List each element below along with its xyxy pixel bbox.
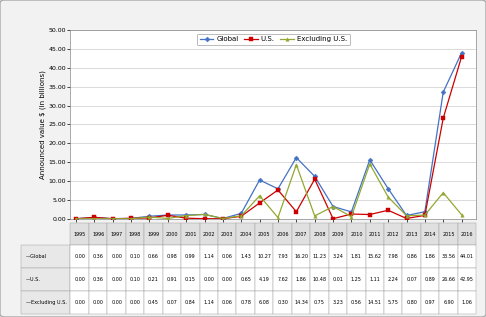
Global — [110, 217, 116, 221]
Global — [275, 187, 281, 191]
Excluding U.S. — [91, 217, 97, 221]
Excluding U.S. — [202, 212, 208, 216]
Global — [202, 212, 208, 216]
Line: Excluding U.S.: Excluding U.S. — [74, 162, 463, 220]
U.S. — [128, 217, 134, 220]
Excluding U.S. — [165, 217, 171, 220]
U.S. — [294, 210, 299, 214]
Global — [385, 187, 391, 191]
Excluding U.S. — [128, 217, 134, 221]
Excluding U.S. — [403, 214, 409, 217]
U.S. — [422, 213, 428, 217]
Global — [403, 214, 409, 217]
Excluding U.S. — [367, 162, 373, 166]
U.S. — [440, 116, 446, 120]
U.S. — [348, 212, 354, 216]
Global — [183, 213, 189, 217]
U.S. — [238, 214, 244, 218]
U.S. — [367, 213, 373, 217]
Global — [91, 216, 97, 219]
Global — [146, 214, 152, 218]
Line: Global: Global — [74, 51, 463, 220]
U.S. — [459, 55, 465, 59]
Excluding U.S. — [110, 217, 116, 221]
U.S. — [403, 217, 409, 220]
Excluding U.S. — [422, 213, 428, 217]
Excluding U.S. — [183, 214, 189, 217]
Excluding U.S. — [459, 213, 465, 217]
Excluding U.S. — [348, 215, 354, 218]
Global — [440, 90, 446, 94]
Excluding U.S. — [238, 214, 244, 218]
Excluding U.S. — [294, 163, 299, 166]
Excluding U.S. — [385, 195, 391, 199]
Line: U.S.: U.S. — [74, 55, 463, 220]
U.S. — [220, 217, 226, 221]
U.S. — [146, 216, 152, 220]
Excluding U.S. — [73, 217, 79, 221]
Global — [330, 204, 336, 208]
Excluding U.S. — [146, 215, 152, 219]
Global — [238, 211, 244, 215]
U.S. — [202, 217, 208, 221]
Global — [257, 178, 262, 182]
Legend: Global, U.S., Excluding U.S.: Global, U.S., Excluding U.S. — [197, 34, 350, 45]
Global — [220, 217, 226, 220]
Global — [73, 217, 79, 221]
U.S. — [91, 216, 97, 219]
Global — [367, 158, 373, 162]
Global — [422, 210, 428, 214]
U.S. — [330, 217, 336, 221]
Global — [294, 156, 299, 159]
Excluding U.S. — [312, 214, 318, 218]
Global — [459, 51, 465, 55]
Global — [128, 217, 134, 220]
U.S. — [165, 213, 171, 217]
U.S. — [275, 188, 281, 192]
U.S. — [257, 201, 262, 205]
Global — [312, 174, 318, 178]
U.S. — [73, 217, 79, 221]
Global — [165, 213, 171, 217]
U.S. — [183, 216, 189, 220]
Global — [348, 210, 354, 214]
Excluding U.S. — [257, 194, 262, 198]
Excluding U.S. — [440, 191, 446, 195]
Y-axis label: Announced value $ (in billions): Announced value $ (in billions) — [39, 70, 46, 179]
U.S. — [312, 177, 318, 181]
Excluding U.S. — [275, 216, 281, 219]
U.S. — [385, 208, 391, 212]
U.S. — [110, 217, 116, 221]
Excluding U.S. — [220, 217, 226, 220]
Excluding U.S. — [330, 205, 336, 209]
